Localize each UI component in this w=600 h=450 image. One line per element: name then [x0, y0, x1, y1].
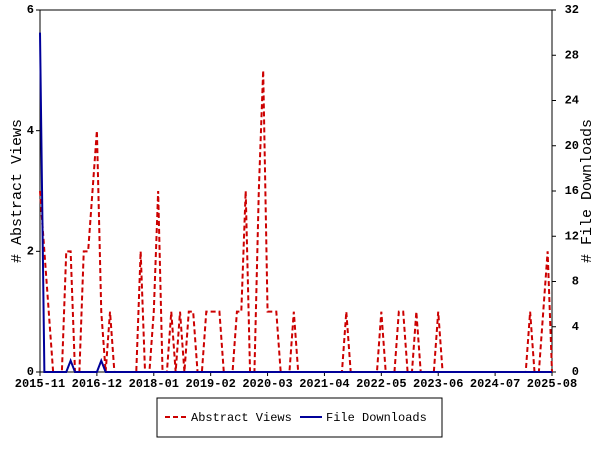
x-tick-label: 2022-05 [356, 377, 406, 391]
legend-label: File Downloads [326, 411, 427, 425]
x-tick-label: 2019-02 [185, 377, 235, 391]
y2-tick-label: 24 [565, 94, 579, 108]
series-line [39, 70, 553, 373]
y2-tick-label: 8 [572, 275, 579, 289]
y-axis-label: # Abstract Views [9, 119, 26, 263]
x-tick-label: 2020-03 [242, 377, 292, 391]
x-tick-label: 2024-07 [470, 377, 520, 391]
plot-frame [39, 9, 553, 373]
y-tick-label: 0 [27, 365, 34, 379]
x-tick-label: 2015-11 [15, 377, 65, 391]
y-tick-label: 2 [27, 245, 34, 259]
y2-tick-label: 0 [572, 365, 579, 379]
y2-axis-label: # File Downloads [579, 119, 596, 263]
y2-tick-label: 32 [565, 3, 579, 17]
y2-tick-label: 4 [572, 320, 579, 334]
y2-tick-label: 12 [565, 229, 579, 243]
x-tick-label: 2021-04 [299, 377, 349, 391]
y2-tick-label: 28 [565, 48, 579, 62]
y-tick-label: 4 [27, 124, 34, 138]
series-line [39, 32, 552, 373]
y2-tick-label: 16 [565, 184, 579, 198]
x-tick-label: 2025-08 [527, 377, 577, 391]
x-tick-label: 2016-12 [72, 377, 122, 391]
y2-tick-label: 20 [565, 139, 579, 153]
legend-label: Abstract Views [191, 411, 292, 425]
x-tick-label: 2018-01 [129, 377, 179, 391]
y-tick-label: 6 [27, 3, 34, 17]
x-tick-label: 2023-06 [413, 377, 463, 391]
legend-box [156, 397, 443, 438]
legend: Abstract Views File Downloads [165, 411, 427, 425]
